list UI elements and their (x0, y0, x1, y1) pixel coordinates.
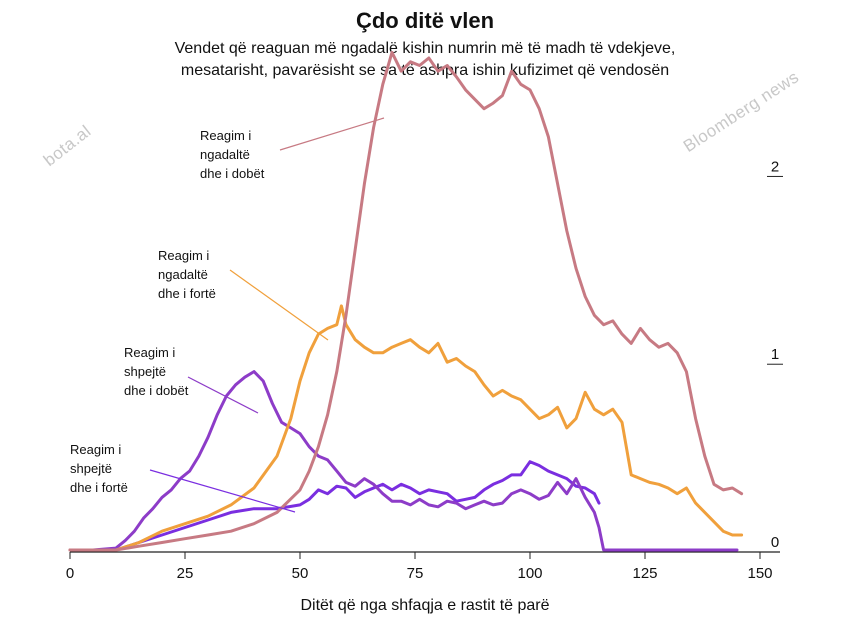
annotation-line: Reagim i (70, 442, 122, 457)
annotation-fast-weak: Reagim i shpejtë dhe i dobët (124, 343, 188, 400)
annotation-line: dhe i fortë (70, 480, 128, 495)
x-tick-label: 25 (177, 565, 194, 582)
annotation-line: Reagim i (124, 345, 176, 360)
x-axis-label: Ditët që nga shfaqja e rastit të parë (300, 597, 550, 614)
y-tick-label: 2 (771, 158, 779, 175)
annotation-line: ngadaltë (200, 147, 250, 162)
annotation-slow-strong: Reagim i ngadaltë dhe i fortë (158, 246, 216, 303)
series-line-1 (68, 50, 744, 552)
chart-subtitle-line-2: mesatarisht, pavarësisht se sa të ashpra… (180, 62, 670, 79)
chart-subtitle-line-1: Vendet që reaguan më ngadalë kishin numr… (174, 40, 676, 57)
annotation-line: dhe i fortë (158, 286, 216, 301)
x-tick-label: 75 (407, 565, 424, 582)
series-line-3 (68, 370, 739, 552)
annotation-line: Reagim i (158, 248, 210, 263)
series-line-4 (68, 460, 601, 552)
annotation-leader-line (229, 269, 329, 341)
x-tick-label: 125 (632, 565, 657, 582)
annotation-line: ngadaltë (158, 267, 208, 282)
annotation-fast-strong: Reagim i shpejtë dhe i fortë (70, 440, 128, 497)
y-tick-label: 0 (771, 534, 779, 551)
x-tick-label: 50 (292, 565, 309, 582)
x-tick-label: 100 (517, 565, 542, 582)
annotation-leader-line (149, 469, 296, 513)
annotation-slow-weak: Reagim i ngadaltë dhe i dobët (200, 126, 264, 183)
annotation-line: dhe i dobët (200, 166, 265, 181)
chart-title: Çdo ditë vlen (355, 8, 495, 33)
x-tick-label: 0 (66, 565, 74, 582)
y-tick-label: 1 (771, 346, 779, 363)
annotation-line: Reagim i (200, 128, 252, 143)
annotation-line: shpejtë (124, 364, 166, 379)
annotation-leader-line (187, 376, 259, 414)
annotation-line: dhe i dobët (124, 383, 189, 398)
x-tick-label: 150 (747, 565, 772, 582)
annotation-leader-line (279, 117, 385, 151)
series-line-2 (68, 304, 744, 552)
annotation-line: shpejtë (70, 461, 112, 476)
